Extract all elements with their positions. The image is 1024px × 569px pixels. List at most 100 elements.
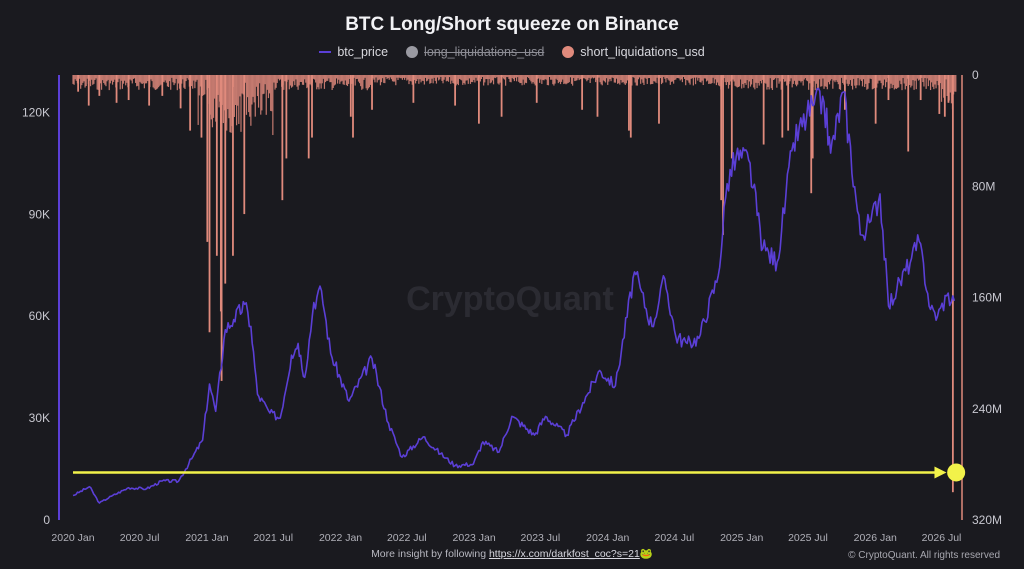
liquidation-bar [348,75,350,84]
liquidation-bar [950,75,953,104]
legend-label: short_liquidations_usd [580,45,705,59]
liquidation-bar [667,75,669,80]
liquidation-bar [946,75,948,96]
liquidation-bar [427,75,429,81]
liquidation-bar [758,75,760,86]
liquidation-bar [254,75,256,117]
legend-item-long-liquidations[interactable]: long_liquidations_usd [406,45,544,59]
legend-item-short-liquidations[interactable]: short_liquidations_usd [562,45,705,59]
legend: btc_price long_liquidations_usd short_li… [0,45,1024,59]
liquidation-bar [465,75,467,81]
liquidation-bar [825,75,827,87]
liquidation-bar [253,75,255,103]
liquidation-spike [919,75,922,101]
footer-link[interactable]: https://x.com/darkfost_coc?s=21 [488,548,640,560]
liquidation-bar [275,75,277,88]
liquidation-bar [452,75,454,84]
liquidation-bar [489,75,491,84]
liquidation-bar [955,75,957,92]
liquidation-bar [186,75,188,79]
liquidation-bar [305,75,307,83]
liquidation-bar [895,75,898,89]
liquidation-spike [127,75,130,101]
liquidation-bar [264,75,266,85]
liquidation-bar [402,75,405,78]
liquidation-bar [507,75,509,78]
x-tick-label: 2025 Jul [788,532,828,544]
liquidation-bar [576,75,578,81]
liquidation-spike [148,75,151,106]
liquidation-bar [845,75,847,80]
liquidation-bar [892,75,894,85]
liquidation-bar [110,75,113,81]
liquidation-bar [313,75,316,80]
liquidation-bar [495,75,497,79]
liquidation-bar [873,75,876,89]
liquidation-bar [196,75,198,80]
liquidation-bar [824,75,826,87]
liquidation-bar [153,75,155,89]
liquidation-bar [790,75,792,79]
liquidation-bar [357,75,360,82]
liquidation-bar [570,75,573,84]
legend-item-btc-price[interactable]: btc_price [319,45,388,59]
liquidation-bar [645,75,647,79]
liquidation-bar [855,75,857,89]
liquidation-bar [251,75,253,105]
liquidation-bar [865,75,867,84]
liquidation-bar [828,75,831,85]
legend-line-icon [319,51,332,53]
liquidation-bar [165,75,167,83]
liquidation-bar [774,75,776,80]
liquidation-bar [78,75,81,79]
liquidation-bar [662,75,664,83]
liquidation-bar [569,75,572,78]
liquidation-bar [729,75,731,85]
liquidation-bar [490,75,492,83]
liquidation-bar [714,75,716,80]
liquidation-bar [614,75,617,83]
liquidation-bar [599,75,601,83]
liquidation-spike [907,75,910,152]
liquidation-bar [736,75,738,88]
liquidation-bar [860,75,862,82]
liquidation-bar [765,75,767,84]
liquidation-bar [922,75,924,83]
liquidation-spike [161,75,164,96]
liquidation-bar [886,75,888,83]
liquidation-bar [509,75,511,82]
liquidation-bar [210,75,212,120]
liquidation-bar [913,75,915,90]
liquidation-spike [477,75,480,124]
x-tick-label: 2023 Jul [521,532,561,544]
axes: 0 30K 60K 90K 120K 0 80M 160M 240M 320M 2020 Jan 20… [22,68,1002,544]
liquidation-bar [558,75,561,82]
liquidation-bar [129,75,131,80]
liquidation-bar [284,75,286,82]
liquidation-bar [203,75,205,96]
liquidation-bar [423,75,425,85]
liquidation-bar [131,75,133,84]
liquidation-bar [679,75,681,81]
liquidation-bar [522,75,524,80]
liquidation-bar [384,75,386,84]
liquidation-bar [233,75,236,117]
liquidation-bar [802,75,804,86]
liquidation-bar [577,75,579,79]
liquidation-bar [420,75,422,83]
liquidation-bar [244,75,246,83]
liquidation-bar [349,75,351,79]
liquidation-bar [916,75,918,79]
liquidation-spike [629,75,632,138]
liquidation-bar [848,75,850,85]
liquidation-bar [803,75,805,80]
liquidation-bar [295,75,297,80]
liquidation-bar [823,75,825,89]
liquidation-bar [707,75,709,81]
liquidation-bar [835,75,837,81]
liquidation-bar [511,75,513,78]
liquidation-bar [949,75,951,93]
liquidation-bar [548,75,551,77]
liquidation-bar [820,75,822,87]
liquidation-bar [708,75,710,84]
